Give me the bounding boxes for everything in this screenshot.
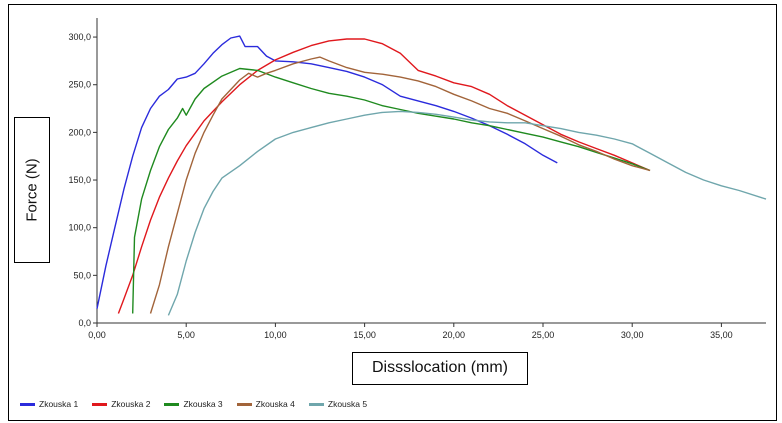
- y-axis-label-box: Force (N): [14, 117, 50, 263]
- x-axis-label-box: Dissslocation (mm): [352, 352, 528, 385]
- legend-label-2: Zkouska 2: [111, 399, 151, 409]
- legend-item-5[interactable]: Zkouska 5: [308, 399, 368, 409]
- y-tick-label: 150,0: [68, 175, 91, 185]
- legend-label-4: Zkouska 4: [255, 399, 295, 409]
- legend-swatch-3: [164, 402, 180, 406]
- y-tick-label: 250,0: [68, 80, 91, 90]
- legend-label-3: Zkouska 3: [183, 399, 223, 409]
- x-tick-label: 10,00: [264, 330, 287, 340]
- legend-swatch-1: [20, 402, 35, 406]
- series-line-1: [96, 35, 558, 309]
- x-axis-label: Dissslocation (mm): [371, 359, 508, 376]
- legend-label-1: Zkouska 1: [39, 399, 79, 409]
- legend-swatch-4: [236, 402, 252, 406]
- series-line-2: [117, 38, 651, 314]
- chart-axes: 0,0 50,0 100,0 150,0 200,0 250,0 300,0 0,00 5,00…: [68, 18, 766, 340]
- chart-frame: [8, 4, 777, 421]
- y-tick-label: 300,0: [68, 32, 91, 42]
- legend-swatch-5: [308, 402, 324, 406]
- legend-label-5: Zkouska 5: [327, 399, 368, 409]
- x-tick-label: 5,00: [177, 330, 195, 340]
- legend-item-1[interactable]: Zkouska 1: [20, 399, 78, 409]
- x-tick-label: 30,00: [621, 330, 644, 340]
- y-tick-label: 200,0: [68, 127, 91, 137]
- x-tick-label: 35,00: [710, 330, 733, 340]
- legend-item-4[interactable]: Zkouska 4: [236, 399, 295, 409]
- series-line-4: [149, 56, 651, 314]
- series-line-5: [167, 110, 767, 316]
- legend-item-2[interactable]: Zkouska 2: [92, 399, 150, 409]
- y-tick-label: 0,0: [78, 318, 91, 328]
- y-tick-label: 100,0: [68, 223, 91, 233]
- y-axis-label: Force (N): [23, 158, 41, 222]
- y-tick-label: 50,0: [73, 270, 91, 280]
- x-tick-label: 0,00: [88, 330, 106, 340]
- series-line-3: [132, 67, 651, 314]
- x-tick-label: 20,00: [443, 330, 466, 340]
- legend: Zkouska 1 Zkouska 2 Zkouska 3 Zkouska 4 …: [20, 396, 367, 412]
- x-tick-label: 15,00: [353, 330, 376, 340]
- legend-item-3[interactable]: Zkouska 3: [164, 399, 223, 409]
- x-tick-label: 25,00: [532, 330, 555, 340]
- series-layer: [96, 35, 767, 316]
- legend-swatch-2: [92, 402, 108, 406]
